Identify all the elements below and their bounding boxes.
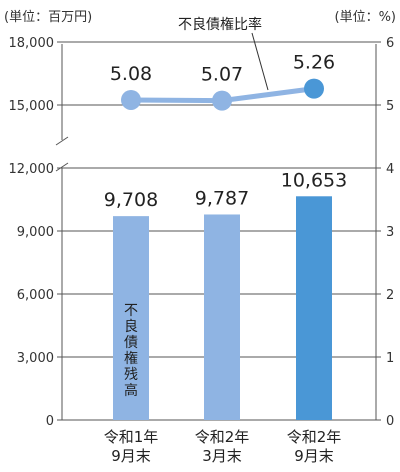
x-category-label: 令和2年 3月末 xyxy=(194,428,250,465)
bar-series-label: 不良債権残高 xyxy=(120,303,142,399)
line-point xyxy=(212,90,232,111)
bar-series-label-char: 権 xyxy=(124,351,138,367)
bar-series-label-char: 債 xyxy=(124,335,138,351)
axis-break-mark xyxy=(55,162,69,172)
bar-data-label: 9,708 xyxy=(104,189,158,211)
line-point xyxy=(304,78,324,99)
line-data-label: 5.26 xyxy=(293,52,335,74)
right-axis-tick-label: 2 xyxy=(386,288,394,303)
line-data-label: 5.07 xyxy=(201,64,243,86)
right-axis-unit: (単位：%) xyxy=(334,10,397,25)
bar xyxy=(296,196,332,420)
left-axis-tick-label: 18,000 xyxy=(9,36,55,51)
right-axis-tick-label: 5 xyxy=(386,99,394,114)
right-axis-tick-label: 3 xyxy=(386,225,394,240)
x-category-label: 令和2年 9月末 xyxy=(286,428,342,465)
left-axis-tick-label: 0 xyxy=(46,414,54,429)
right-axis-tick-label: 0 xyxy=(386,414,394,429)
bar xyxy=(204,214,240,420)
series-label-leader xyxy=(251,32,269,91)
line-series-label: 不良債権比率 xyxy=(178,17,262,33)
left-axis-tick-label: 9,000 xyxy=(17,225,54,240)
left-axis-tick-label: 12,000 xyxy=(9,162,55,177)
bar-series-label-char: 不 xyxy=(124,303,138,319)
bar-series-label-char: 高 xyxy=(124,383,138,399)
right-axis-tick-label: 4 xyxy=(386,162,394,177)
bar xyxy=(113,216,149,420)
left-axis-tick-label: 3,000 xyxy=(17,351,54,366)
right-axis-tick-label: 1 xyxy=(386,351,394,366)
left-axis-unit: (単位：百万円) xyxy=(4,10,93,25)
left-axis-tick-label: 6,000 xyxy=(17,288,54,303)
line-data-label: 5.08 xyxy=(110,63,152,85)
line-point xyxy=(121,89,141,110)
bar-data-label: 9,787 xyxy=(195,187,249,209)
left-axis-tick-label: 15,000 xyxy=(9,99,55,114)
axis-break-mark xyxy=(55,136,69,146)
x-category-label: 令和1年 9月末 xyxy=(103,428,159,465)
bar-series-label-char: 良 xyxy=(124,319,138,335)
right-axis-tick-label: 6 xyxy=(386,36,394,51)
bar-series-label-char: 残 xyxy=(124,367,138,383)
bar-data-label: 10,653 xyxy=(281,169,347,191)
